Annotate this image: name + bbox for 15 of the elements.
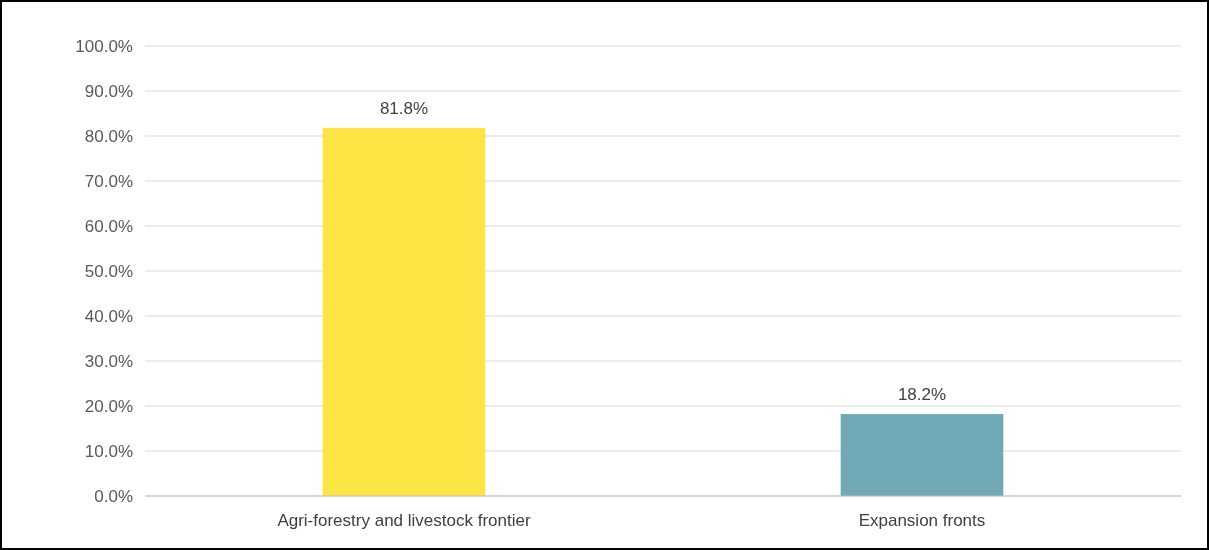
data-label: 18.2% (897, 385, 947, 405)
x-tick-label: Agri-forestry and livestock frontier (277, 511, 531, 530)
x-tick-label: Expansion fronts (858, 511, 986, 530)
y-tick-label: 60.0% (84, 216, 133, 236)
y-tick-label: 20.0% (84, 396, 133, 416)
y-tick-label: 80.0% (84, 126, 133, 146)
y-tick-label: 70.0% (84, 171, 133, 191)
y-tick-label: 90.0% (84, 81, 133, 101)
data-label: 81.8% (379, 98, 429, 118)
y-tick-label: 30.0% (84, 351, 133, 371)
y-tick-label: 0.0% (94, 486, 133, 506)
y-tick-label: 10.0% (84, 441, 133, 461)
y-tick-label: 40.0% (84, 306, 133, 326)
y-tick-label: 100.0% (75, 36, 133, 56)
y-tick-label: 50.0% (84, 261, 133, 281)
